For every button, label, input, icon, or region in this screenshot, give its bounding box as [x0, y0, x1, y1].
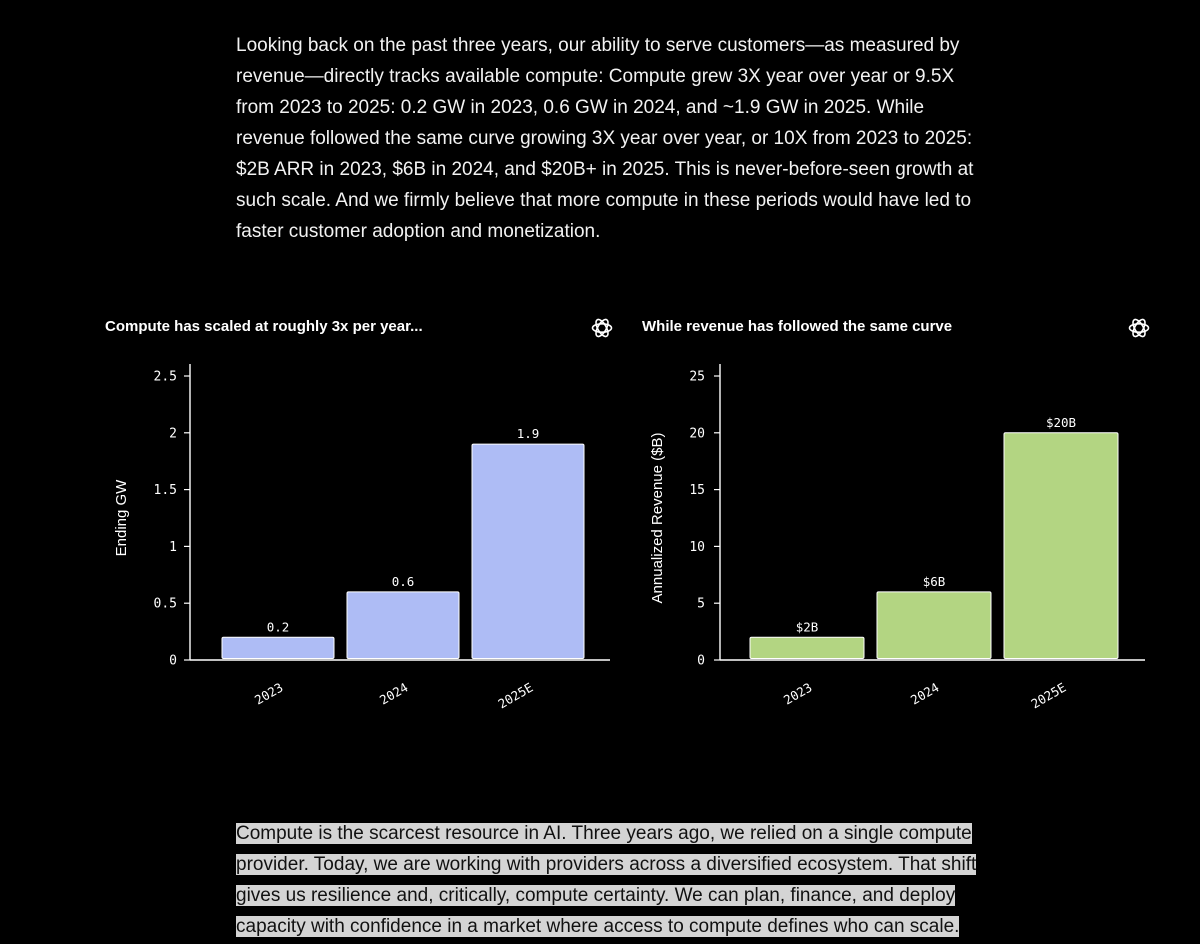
bar-2024: [346, 591, 460, 659]
x-tick-label: 2023: [252, 680, 286, 708]
bar-2025E: [471, 443, 585, 659]
revenue-bar-chart: 0 5 10 15 20 25 Annualized Revenue ($B) $2B 2023…: [649, 364, 1145, 712]
compute-chart-title: Compute has scaled at roughly 3x per yea…: [105, 318, 423, 335]
y-tick-label: 2: [169, 426, 177, 441]
y-axis-title: Annualized Revenue ($B): [649, 433, 666, 604]
intro-text: Looking back on the past three years, ou…: [236, 30, 996, 247]
bar-2023: [221, 636, 335, 659]
openai-logo-icon: [1128, 318, 1150, 338]
y-axis-title: Ending GW: [113, 479, 130, 557]
y-tick-label: 10: [689, 540, 705, 555]
x-tick-label: 2024: [377, 680, 411, 708]
y-tick-label: 0: [169, 654, 177, 669]
data-label: $6B: [923, 574, 946, 589]
y-tick-label: 1.5: [154, 483, 177, 498]
outro-text: Compute is the scarcest resource in AI. …: [236, 818, 1006, 942]
openai-logo-icon: [591, 318, 613, 338]
y-tick-label: 2.5: [154, 370, 177, 385]
bar-2024: [876, 591, 992, 659]
compute-bar-chart: 0 0.5 1 1.5 2 2.5 Ending GW 0.2 2023 0.6 2024 1.9 20…: [113, 364, 610, 712]
intro-paragraph: Looking back on the past three years, ou…: [236, 35, 974, 242]
x-tick-label: 2024: [908, 680, 942, 708]
y-tick-label: 0: [697, 654, 705, 669]
revenue-chart-title: While revenue has followed the same curv…: [642, 318, 953, 335]
x-tick-label: 2023: [781, 680, 815, 708]
outro-paragraph: Compute is the scarcest resource in AI. …: [236, 823, 977, 937]
x-tick-label: 2025E: [1028, 680, 1068, 712]
y-tick-label: 20: [689, 426, 705, 441]
bar-2025E: [1003, 432, 1119, 659]
data-label: 1.9: [517, 426, 540, 441]
data-label: 0.6: [392, 574, 415, 589]
x-tick-label: 2025E: [495, 680, 535, 712]
data-label: 0.2: [267, 619, 290, 634]
y-tick-label: 0.5: [154, 597, 177, 612]
data-label: $20B: [1046, 415, 1076, 430]
y-tick-label: 1: [169, 540, 177, 555]
data-label: $2B: [796, 619, 819, 634]
y-tick-label: 5: [697, 597, 705, 612]
bar-2023: [749, 636, 865, 659]
y-tick-label: 15: [689, 483, 705, 498]
y-tick-label: 25: [689, 370, 705, 385]
